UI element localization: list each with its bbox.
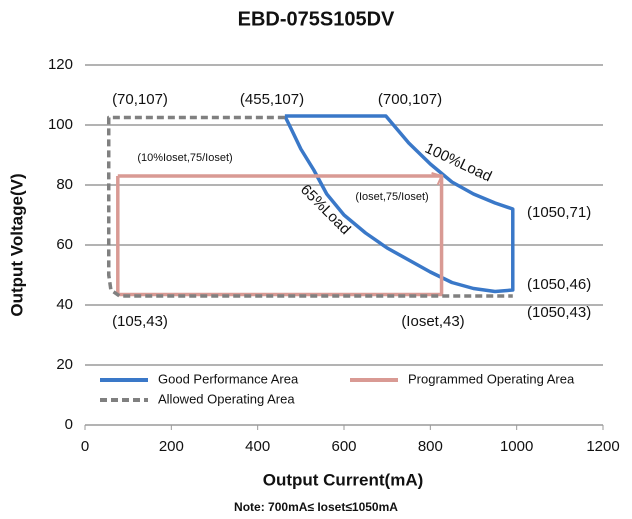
series-line: [116, 174, 444, 297]
y-tick-label: 80: [56, 176, 73, 193]
annotation: (455,107): [240, 91, 304, 108]
note: Note: 700mA≤ Ioset≤1050mA: [234, 500, 398, 514]
x-tick-label: 800: [418, 438, 443, 455]
annotation: (Ioset,75/Ioset): [355, 191, 428, 203]
y-tick-label: 0: [65, 416, 73, 433]
legend-label: Allowed Operating Area: [158, 391, 295, 406]
annotation: (105,43): [112, 313, 168, 330]
x-tick-label: 1000: [500, 438, 533, 455]
annotation: (1050,46): [527, 276, 591, 293]
x-tick-label: 400: [245, 438, 270, 455]
annotation: 100%Load: [422, 140, 494, 186]
annotation: (1050,43): [527, 304, 591, 321]
x-tick-label: 200: [159, 438, 184, 455]
annotation: (700,107): [378, 91, 442, 108]
y-tick-label: 40: [56, 296, 73, 313]
annotation: (10%Ioset,75/Ioset): [137, 152, 232, 164]
annotation: (70,107): [112, 91, 168, 108]
series-line: [106, 115, 513, 298]
x-tick-label: 600: [331, 438, 356, 455]
chart-title: EBD-075S105DV: [238, 8, 395, 30]
y-tick-label: 60: [56, 236, 73, 253]
x-axis-label: Output Current(mA): [263, 470, 424, 489]
legend-label: Programmed Operating Area: [408, 371, 575, 386]
annotation: (1050,71): [527, 204, 591, 221]
x-tick-label: 0: [81, 438, 89, 455]
series-line: [283, 114, 515, 294]
annotation: (Ioset,43): [401, 313, 464, 330]
y-tick-label: 100: [48, 116, 73, 133]
arrow-head: [431, 172, 443, 186]
y-tick-label: 120: [48, 56, 73, 73]
x-tick-label: 1200: [586, 438, 619, 455]
legend-label: Good Performance Area: [158, 371, 299, 386]
y-tick-label: 20: [56, 356, 73, 373]
y-axis-label: Output Voltage(V): [7, 173, 26, 316]
